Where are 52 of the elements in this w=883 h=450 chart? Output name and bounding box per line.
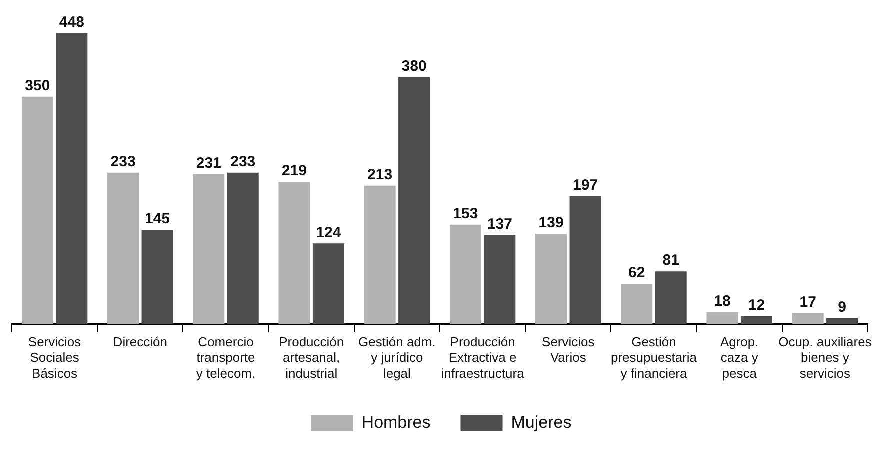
data-label: 213 xyxy=(368,166,393,184)
data-label: 233 xyxy=(110,154,136,171)
x-tick-label: Agrop. caza y pesca xyxy=(720,334,759,381)
x-tick-label: Servicios Varios xyxy=(542,334,596,366)
x-tick-label: Ocup. auxiliares bienes y servicios xyxy=(778,334,872,381)
data-label: 137 xyxy=(487,216,512,233)
bar xyxy=(792,313,824,324)
data-label: 233 xyxy=(230,154,256,171)
bar xyxy=(740,316,772,324)
data-label: 17 xyxy=(800,294,816,311)
bar xyxy=(570,196,602,324)
bar xyxy=(706,312,738,324)
bar xyxy=(278,182,310,324)
data-label: 153 xyxy=(453,205,478,222)
bar xyxy=(227,172,259,324)
x-tick-label: Gestión adm. y jurídico legal xyxy=(358,334,436,381)
data-label: 18 xyxy=(714,293,731,310)
bar xyxy=(142,230,174,324)
legend-label: Mujeres xyxy=(511,413,572,432)
bar xyxy=(398,77,430,324)
bar xyxy=(108,172,140,324)
bar xyxy=(193,174,225,324)
data-label: 380 xyxy=(402,58,427,76)
bar xyxy=(536,234,568,324)
data-label: 9 xyxy=(838,298,846,316)
x-tick-label: Servicios Sociales Básicos xyxy=(28,334,82,381)
data-label: 145 xyxy=(145,210,170,228)
data-label: 350 xyxy=(25,78,50,95)
x-tick-label: Comercio transporte y telecom. xyxy=(196,334,256,381)
bar xyxy=(621,284,653,324)
bar xyxy=(484,235,516,324)
bar xyxy=(364,186,396,324)
data-label: 62 xyxy=(628,264,646,282)
x-tick-label: Dirección xyxy=(113,334,168,350)
data-label: 197 xyxy=(573,176,598,194)
x-tick-label: Gestión presupuestaria y financiera xyxy=(610,334,698,381)
data-label: 448 xyxy=(59,14,84,31)
data-label: 219 xyxy=(282,162,307,180)
bar xyxy=(56,33,88,324)
x-tick-label: Producción Extractiva e infraestructura xyxy=(441,334,526,381)
x-tick-label: Producción artesanal, industrial xyxy=(279,334,344,381)
bar xyxy=(655,272,687,324)
data-label: 124 xyxy=(316,224,342,242)
bar xyxy=(312,244,344,324)
data-label: 81 xyxy=(662,252,680,270)
data-label: 231 xyxy=(196,154,222,172)
data-label: 139 xyxy=(538,214,564,232)
data-label: 12 xyxy=(748,297,766,314)
legend-label: Hombres xyxy=(362,413,431,432)
bar xyxy=(450,224,482,324)
bar xyxy=(22,96,54,324)
bar xyxy=(826,318,858,324)
